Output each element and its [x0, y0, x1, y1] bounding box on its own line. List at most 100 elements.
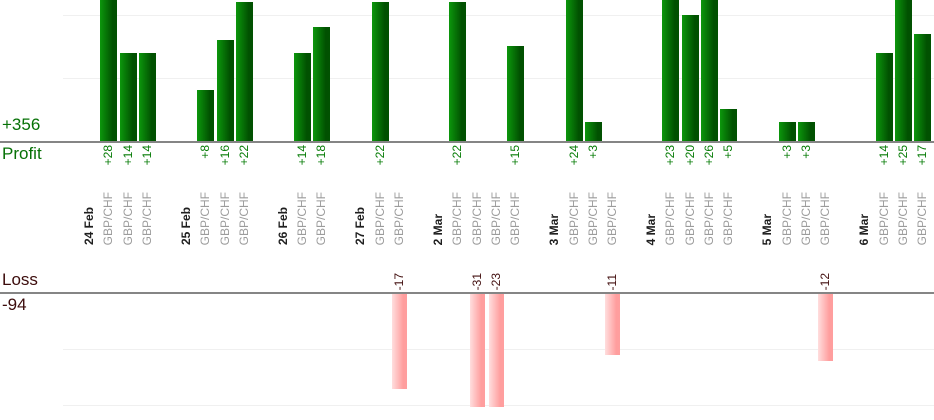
profit-bar	[681, 14, 699, 141]
profit-total: +356	[2, 115, 41, 134]
profit-bar	[875, 52, 893, 141]
loss-bar	[469, 294, 485, 407]
profit-value-label: +8	[198, 145, 213, 159]
symbol-label: GBP/CHF	[721, 191, 736, 245]
date-label: 3 Mar	[547, 213, 562, 245]
symbol-label: GBP/CHF	[120, 191, 135, 245]
profit-axis-line	[0, 141, 934, 143]
profit-value-label: +5	[721, 145, 736, 159]
symbol-label: GBP/CHF	[663, 191, 678, 245]
loss-value-label: -11	[605, 273, 620, 290]
profit-value-label: +16	[217, 145, 232, 166]
profit-bar	[662, 0, 680, 141]
profit-bars-layer	[0, 0, 934, 141]
symbol-label: GBP/CHF	[469, 191, 484, 245]
symbol-label: GBP/CHF	[488, 191, 503, 245]
date-label: 5 Mar	[760, 213, 775, 245]
symbol-label: GBP/CHF	[876, 191, 891, 245]
symbol-label: GBP/CHF	[314, 191, 329, 245]
profit-value-label: +28	[101, 145, 116, 166]
symbol-label: GBP/CHF	[450, 191, 465, 245]
symbol-label: GBP/CHF	[566, 191, 581, 245]
symbol-label: GBP/CHF	[198, 191, 213, 245]
profit-bar	[565, 0, 583, 141]
profit-axis-title: Profit	[2, 144, 42, 163]
profit-bar	[235, 1, 253, 141]
profit-bar	[797, 122, 815, 141]
profit-bar	[914, 33, 932, 141]
loss-value-label: -17	[392, 272, 406, 290]
profit-bar	[100, 0, 118, 141]
symbol-label: GBP/CHF	[779, 191, 794, 245]
profit-bar	[449, 1, 467, 141]
profit-value-label: +22	[372, 145, 387, 166]
symbol-label: GBP/CHF	[818, 191, 833, 245]
profit-value-label: +3	[585, 145, 600, 159]
profit-bar	[313, 27, 331, 141]
profit-value-label: +3	[779, 145, 794, 159]
symbol-label: GBP/CHF	[605, 191, 620, 245]
profit-value-label: +18	[314, 145, 329, 166]
date-label: 26 Feb	[275, 206, 290, 245]
loss-value-label: -31	[469, 272, 484, 290]
loss-value-label: -12	[818, 272, 833, 290]
profit-value-label: +22	[236, 145, 251, 166]
loss-axis-title: Loss	[2, 270, 38, 289]
loss-total: -94	[2, 295, 27, 314]
profit-value-label: +24	[566, 145, 581, 166]
profit-value-label: +26	[702, 145, 716, 166]
symbol-label: GBP/CHF	[508, 191, 523, 245]
loss-bar	[605, 294, 621, 356]
profit-value-label: +14	[120, 145, 135, 166]
profit-value-label: +25	[895, 145, 910, 166]
profit-gridline	[63, 77, 934, 79]
profit-bar	[216, 39, 234, 141]
profit-bar	[701, 0, 718, 141]
profit-bar	[371, 1, 389, 141]
symbol-label: GBP/CHF	[392, 191, 406, 245]
symbol-label: GBP/CHF	[372, 191, 387, 245]
symbol-label: GBP/CHF	[915, 191, 930, 245]
profit-bar	[894, 0, 912, 141]
profit-value-label: +15	[508, 145, 523, 166]
date-label: 25 Feb	[178, 206, 193, 245]
symbol-label: GBP/CHF	[217, 191, 232, 245]
profit-gridline	[63, 14, 934, 16]
symbol-label: GBP/CHF	[798, 191, 813, 245]
loss-bar	[818, 294, 834, 362]
profit-value-label: +17	[915, 145, 930, 166]
loss-bar	[488, 294, 504, 407]
date-label: 24 Feb	[82, 206, 96, 245]
profit-bar	[778, 122, 796, 141]
symbol-label: GBP/CHF	[139, 191, 154, 245]
profit-value-label: +14	[876, 145, 891, 166]
symbol-label: GBP/CHF	[236, 191, 251, 245]
profit-bar	[294, 52, 312, 141]
loss-value-label: -23	[488, 272, 503, 290]
loss-bar	[392, 294, 407, 390]
profit-bar	[720, 109, 738, 141]
symbol-label: GBP/CHF	[682, 191, 697, 245]
symbol-label: GBP/CHF	[585, 191, 600, 245]
symbol-label: GBP/CHF	[101, 191, 116, 245]
date-label: 2 Mar	[431, 213, 445, 245]
symbol-label: GBP/CHF	[895, 191, 910, 245]
loss-axis-line	[0, 292, 934, 294]
date-label: 6 Mar	[857, 213, 872, 245]
profit-bar	[138, 52, 156, 141]
profit-value-label: +20	[682, 145, 697, 166]
profit-value-label: +14	[295, 145, 310, 166]
profit-bar	[507, 46, 525, 141]
symbol-label: GBP/CHF	[295, 191, 310, 245]
date-label: 27 Feb	[353, 206, 368, 245]
profit-bar	[119, 52, 137, 141]
profit-bar	[584, 122, 602, 141]
loss-bars-layer	[0, 294, 934, 407]
profit-value-label: +3	[798, 145, 813, 159]
profit-bar	[197, 90, 215, 141]
symbol-label: GBP/CHF	[702, 191, 716, 245]
profit-value-label: +14	[139, 145, 154, 166]
date-label: 4 Mar	[644, 213, 659, 245]
profit-value-label: +22	[450, 145, 465, 166]
